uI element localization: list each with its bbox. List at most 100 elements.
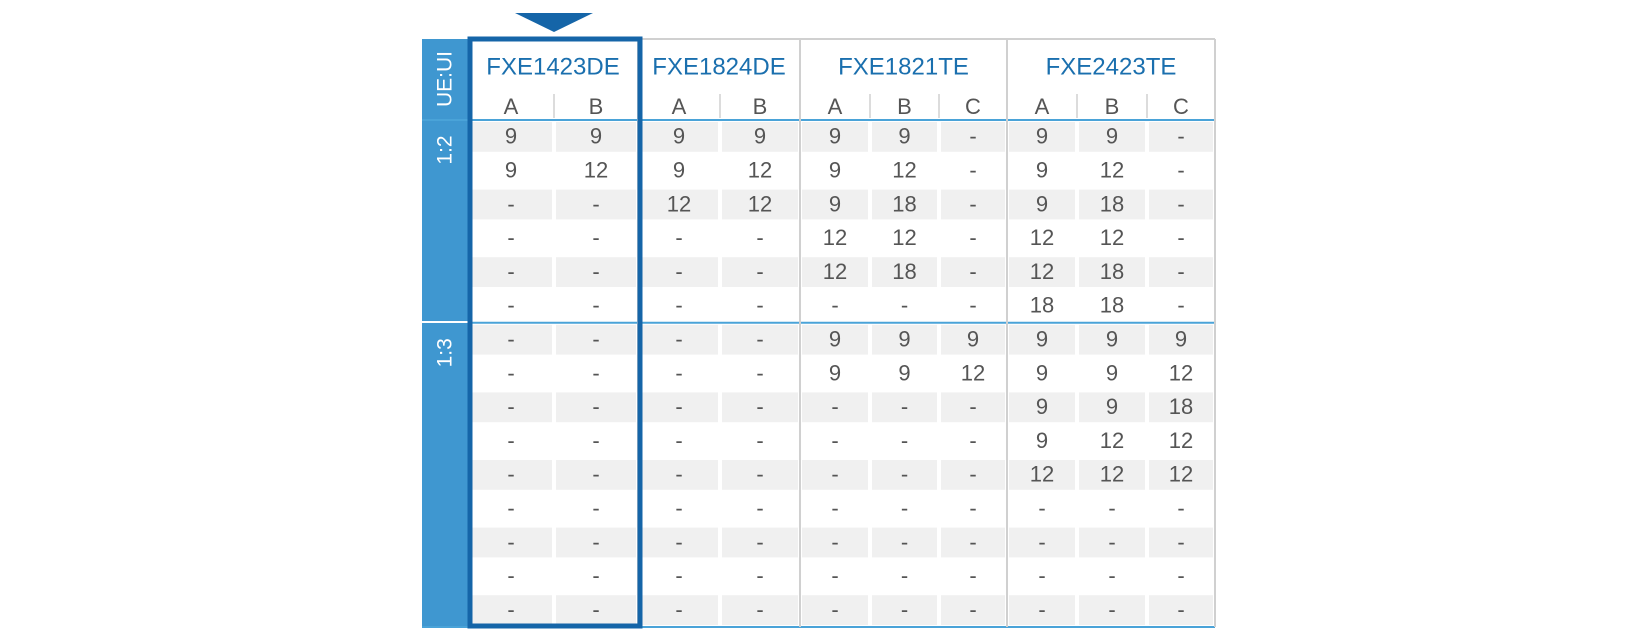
cell-shade	[722, 595, 798, 625]
cell-value: -	[901, 529, 908, 554]
cell-value: -	[675, 293, 682, 318]
cell-shade	[802, 392, 868, 423]
cell-value: 12	[1169, 428, 1193, 453]
cell-value: 9	[829, 360, 841, 385]
sub-column-label: B	[589, 94, 604, 119]
cell-value: -	[831, 394, 838, 419]
cell-shade	[470, 189, 552, 220]
cell-value: -	[1177, 293, 1184, 318]
cell-value: -	[1177, 496, 1184, 521]
cell-value: -	[592, 597, 599, 622]
cell-value: -	[592, 428, 599, 453]
sub-column-label: A	[504, 94, 519, 119]
cell-shade	[1079, 392, 1145, 423]
cell-shade	[1079, 324, 1145, 355]
cell-value: 18	[1030, 293, 1054, 318]
cell-shade	[872, 257, 937, 287]
cell-value: -	[969, 563, 976, 588]
cell-value: -	[901, 293, 908, 318]
cell-value: 12	[892, 225, 916, 250]
cell-value: 9	[898, 327, 910, 352]
cell-value: 12	[1169, 360, 1193, 385]
cell-value: 12	[667, 191, 691, 216]
cell-shade	[722, 460, 798, 490]
cell-shade	[722, 527, 798, 558]
cell-value: -	[831, 496, 838, 521]
cell-value: 18	[1100, 259, 1124, 284]
cell-value: 9	[505, 158, 517, 183]
sub-column-label: B	[897, 94, 912, 119]
cell-value: -	[507, 327, 514, 352]
cell-value: -	[1177, 124, 1184, 149]
cell-value: -	[507, 293, 514, 318]
cell-value: -	[901, 462, 908, 487]
cell-value: 12	[1100, 225, 1124, 250]
cell-value: 9	[898, 124, 910, 149]
cell-shade	[556, 324, 636, 355]
cell-shade	[1149, 460, 1213, 490]
cell-shade	[802, 189, 868, 220]
cell-shade	[941, 189, 1005, 220]
cell-value: 18	[1100, 191, 1124, 216]
cell-value: -	[675, 563, 682, 588]
cell-value: 9	[1036, 327, 1048, 352]
cell-value: 9	[829, 158, 841, 183]
cell-shade	[941, 122, 1005, 152]
cell-value: -	[507, 259, 514, 284]
cell-value: -	[969, 158, 976, 183]
cell-value: -	[1177, 191, 1184, 216]
cell-value: -	[1108, 496, 1115, 521]
cell-value: -	[831, 529, 838, 554]
cell-value: -	[675, 597, 682, 622]
cell-value: -	[969, 259, 976, 284]
sub-column-label: B	[753, 94, 768, 119]
cell-value: -	[756, 293, 763, 318]
cell-value: -	[507, 394, 514, 419]
cell-value: -	[592, 225, 599, 250]
cell-shade	[470, 122, 552, 152]
model-name: FXE1824DE	[652, 53, 785, 80]
cell-shade	[1009, 324, 1075, 355]
cell-value: -	[675, 225, 682, 250]
cell-value: 12	[892, 158, 916, 183]
cell-value: -	[756, 496, 763, 521]
cell-value: -	[1177, 597, 1184, 622]
cell-value: 9	[829, 327, 841, 352]
sub-column-label: A	[1035, 94, 1050, 119]
cell-value: -	[592, 529, 599, 554]
corner-label: UE:UI	[434, 51, 457, 107]
cell-shade	[1149, 257, 1213, 287]
cell-shade	[941, 324, 1005, 355]
cell-value: -	[507, 191, 514, 216]
cell-value: -	[1038, 529, 1045, 554]
cell-shade	[872, 392, 937, 423]
cell-value: 12	[748, 191, 772, 216]
cell-value: -	[969, 428, 976, 453]
cell-value: -	[507, 428, 514, 453]
cell-shade	[1149, 122, 1213, 152]
cell-value: 12	[1030, 225, 1054, 250]
cell-shade	[802, 527, 868, 558]
highlight-box	[467, 36, 643, 629]
cell-value: -	[675, 496, 682, 521]
cell-value: -	[831, 563, 838, 588]
cell-value: -	[756, 428, 763, 453]
cell-value: -	[592, 191, 599, 216]
cell-value: -	[675, 462, 682, 487]
cell-value: -	[1177, 529, 1184, 554]
cell-value: -	[592, 327, 599, 352]
cell-shade	[1079, 460, 1145, 490]
cell-value: 12	[823, 225, 847, 250]
cell-shade	[1079, 527, 1145, 558]
cell-shade	[802, 257, 868, 287]
cell-value: -	[1177, 158, 1184, 183]
cell-value: 9	[1036, 394, 1048, 419]
cell-value: -	[1108, 597, 1115, 622]
cell-value: 9	[754, 124, 766, 149]
cell-shade	[941, 595, 1005, 625]
cell-shade	[470, 595, 552, 625]
cell-shade	[640, 392, 718, 423]
cell-value: -	[675, 428, 682, 453]
cell-value: -	[831, 428, 838, 453]
